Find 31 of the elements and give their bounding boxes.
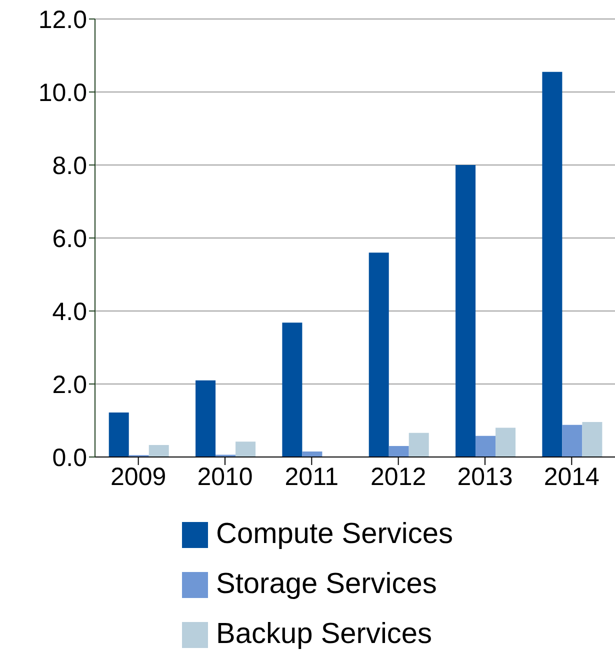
x-tick-label: 2011	[284, 462, 339, 491]
x-tick-label: 2013	[457, 462, 513, 491]
bar	[582, 422, 602, 457]
bar	[562, 424, 582, 457]
x-tick-label: 2009	[110, 462, 166, 491]
y-tick-label: 0.0	[52, 444, 87, 472]
x-tick-label: 2010	[197, 462, 253, 491]
y-tick-label: 12.0	[38, 6, 87, 34]
bar	[148, 444, 169, 457]
legend-label: Backup Services	[216, 618, 432, 650]
bar	[542, 72, 562, 457]
y-tick-label: 6.0	[52, 224, 87, 253]
bar	[368, 252, 389, 457]
bar	[496, 428, 516, 457]
x-tick-label: 2014	[544, 462, 600, 491]
y-tick-label: 2.0	[52, 370, 87, 399]
legend-label: Storage Services	[216, 568, 437, 600]
bar	[236, 442, 256, 457]
bar	[302, 452, 322, 457]
bar	[456, 165, 476, 457]
bar	[476, 436, 496, 457]
y-tick-label: 4.0	[52, 298, 87, 326]
y-tick-label: 8.0	[52, 152, 87, 180]
bar	[282, 322, 302, 457]
x-tick-label: 2012	[370, 462, 426, 491]
bar	[388, 446, 409, 457]
legend-label: Compute Services	[216, 518, 453, 550]
bar	[108, 412, 129, 457]
bar	[196, 380, 216, 457]
bar	[408, 432, 429, 457]
y-tick-label: 10.0	[38, 78, 87, 107]
